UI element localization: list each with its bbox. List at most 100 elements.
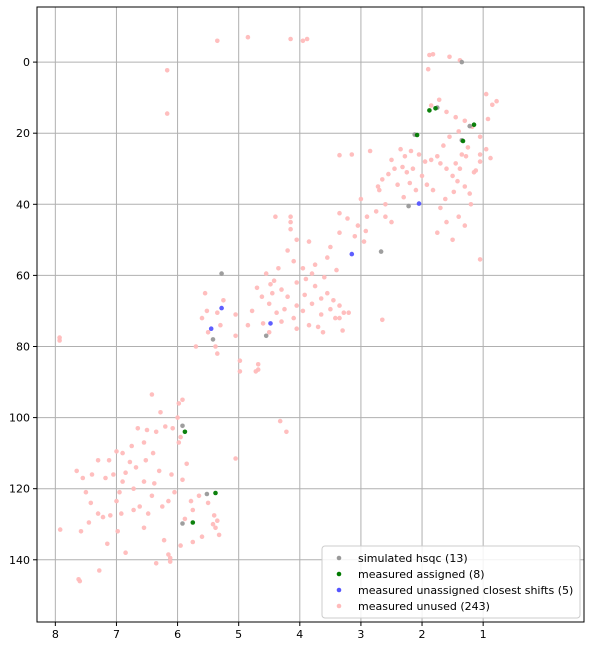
x-axis-ticks: 8 7 6 5 4 3 2 1	[52, 622, 487, 641]
data-point	[325, 255, 330, 260]
data-point	[325, 290, 330, 296]
data-point	[182, 429, 188, 435]
data-point	[294, 237, 300, 243]
data-point	[199, 534, 205, 539]
data-point	[97, 568, 102, 573]
data-point	[215, 38, 220, 44]
data-point	[436, 97, 442, 103]
data-point	[386, 171, 391, 177]
data-point	[333, 315, 338, 321]
data-point	[288, 219, 293, 225]
data-point	[407, 180, 413, 186]
data-point	[83, 489, 89, 495]
data-point	[285, 248, 290, 253]
x-tick-label: 7	[113, 628, 120, 641]
data-point	[176, 440, 182, 445]
series-1	[182, 106, 477, 525]
data-point	[288, 214, 293, 219]
data-point	[300, 308, 306, 314]
y-tick-label: 80	[16, 340, 30, 353]
series-2	[208, 201, 422, 332]
data-point	[193, 344, 199, 349]
data-point	[490, 102, 495, 108]
data-point	[427, 108, 432, 113]
data-point	[95, 511, 101, 516]
data-point	[428, 103, 434, 108]
data-point	[182, 516, 188, 522]
data-point	[477, 134, 483, 140]
data-point	[392, 166, 397, 171]
data-point	[161, 537, 167, 543]
data-point	[334, 267, 339, 273]
data-point	[494, 98, 499, 104]
data-point	[430, 187, 436, 193]
grid-lines	[37, 7, 584, 622]
data-point	[149, 493, 155, 499]
data-point	[263, 333, 269, 339]
data-point	[465, 145, 471, 150]
data-point	[358, 196, 364, 202]
data-point	[178, 434, 183, 440]
data-point	[337, 315, 342, 321]
data-point	[277, 418, 283, 424]
data-point	[77, 578, 83, 584]
data-point	[302, 292, 308, 298]
data-point	[457, 166, 463, 171]
data-point	[210, 521, 216, 527]
data-point	[294, 280, 300, 285]
data-point	[260, 321, 266, 326]
data-point	[322, 274, 327, 280]
data-point	[467, 123, 473, 129]
data-point	[380, 177, 385, 182]
data-point	[141, 479, 147, 484]
data-point	[471, 122, 477, 127]
data-point	[57, 338, 62, 343]
data-point	[266, 301, 272, 307]
data-point	[266, 330, 272, 335]
data-point	[153, 561, 159, 566]
data-point	[341, 310, 347, 316]
data-point	[453, 161, 459, 166]
data-point	[120, 450, 125, 456]
data-point	[444, 219, 449, 225]
data-point	[268, 282, 273, 287]
data-point	[95, 458, 101, 463]
data-point	[219, 271, 224, 276]
y-tick-label: 0	[23, 56, 30, 69]
data-point	[166, 552, 171, 557]
data-point	[180, 397, 185, 403]
x-tick-label: 8	[52, 628, 59, 641]
data-point	[349, 251, 355, 257]
data-point	[312, 283, 318, 289]
data-point	[455, 178, 460, 184]
data-point	[419, 173, 425, 179]
data-point	[237, 358, 243, 364]
data-point	[315, 324, 321, 330]
legend-label: measured unused (243)	[358, 600, 490, 613]
data-point	[471, 170, 477, 175]
data-point	[215, 310, 220, 316]
x-tick-label: 5	[235, 628, 242, 641]
data-point	[406, 203, 411, 209]
data-point	[100, 514, 106, 520]
data-point	[145, 511, 151, 516]
data-point	[213, 525, 218, 531]
data-point	[468, 202, 474, 207]
data-point	[105, 541, 110, 547]
data-point	[462, 184, 468, 189]
data-point	[202, 290, 208, 296]
data-point	[123, 470, 128, 476]
data-point	[215, 518, 220, 523]
data-point	[300, 38, 306, 44]
data-point	[279, 319, 284, 324]
data-point	[86, 520, 92, 525]
data-point	[367, 148, 373, 154]
data-point	[211, 513, 217, 518]
data-point	[131, 507, 136, 513]
data-point	[74, 468, 79, 474]
data-point	[447, 134, 452, 140]
data-point	[430, 52, 436, 57]
data-point	[383, 214, 388, 219]
